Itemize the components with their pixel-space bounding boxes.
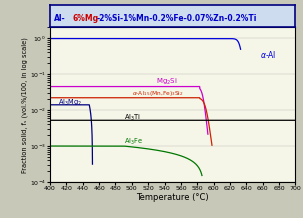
Text: Al$_3$Fe: Al$_3$Fe (124, 137, 143, 147)
Text: Al$_3$Mg$_2$: Al$_3$Mg$_2$ (58, 98, 82, 108)
Text: -2%Si-1%Mn-0.2%Fe-0.07%Zn-0.2%Ti: -2%Si-1%Mn-0.2%Fe-0.07%Zn-0.2%Ti (97, 14, 257, 23)
X-axis label: Temperature (°C): Temperature (°C) (136, 192, 209, 202)
Text: Al$_3$Ti: Al$_3$Ti (124, 112, 141, 123)
Text: $\alpha$-Al$_{15}$(Mn,Fe)$_3$Si$_2$: $\alpha$-Al$_{15}$(Mn,Fe)$_3$Si$_2$ (132, 89, 184, 98)
Text: $\alpha$-Al: $\alpha$-Al (260, 49, 277, 60)
Text: Al-: Al- (55, 14, 66, 23)
Text: 6%Mg: 6%Mg (73, 14, 99, 23)
Text: Mg$_2$Si: Mg$_2$Si (156, 77, 178, 87)
Y-axis label: Fraction solid, fₛ (vol.%/100, in log scale): Fraction solid, fₛ (vol.%/100, in log sc… (22, 37, 28, 173)
